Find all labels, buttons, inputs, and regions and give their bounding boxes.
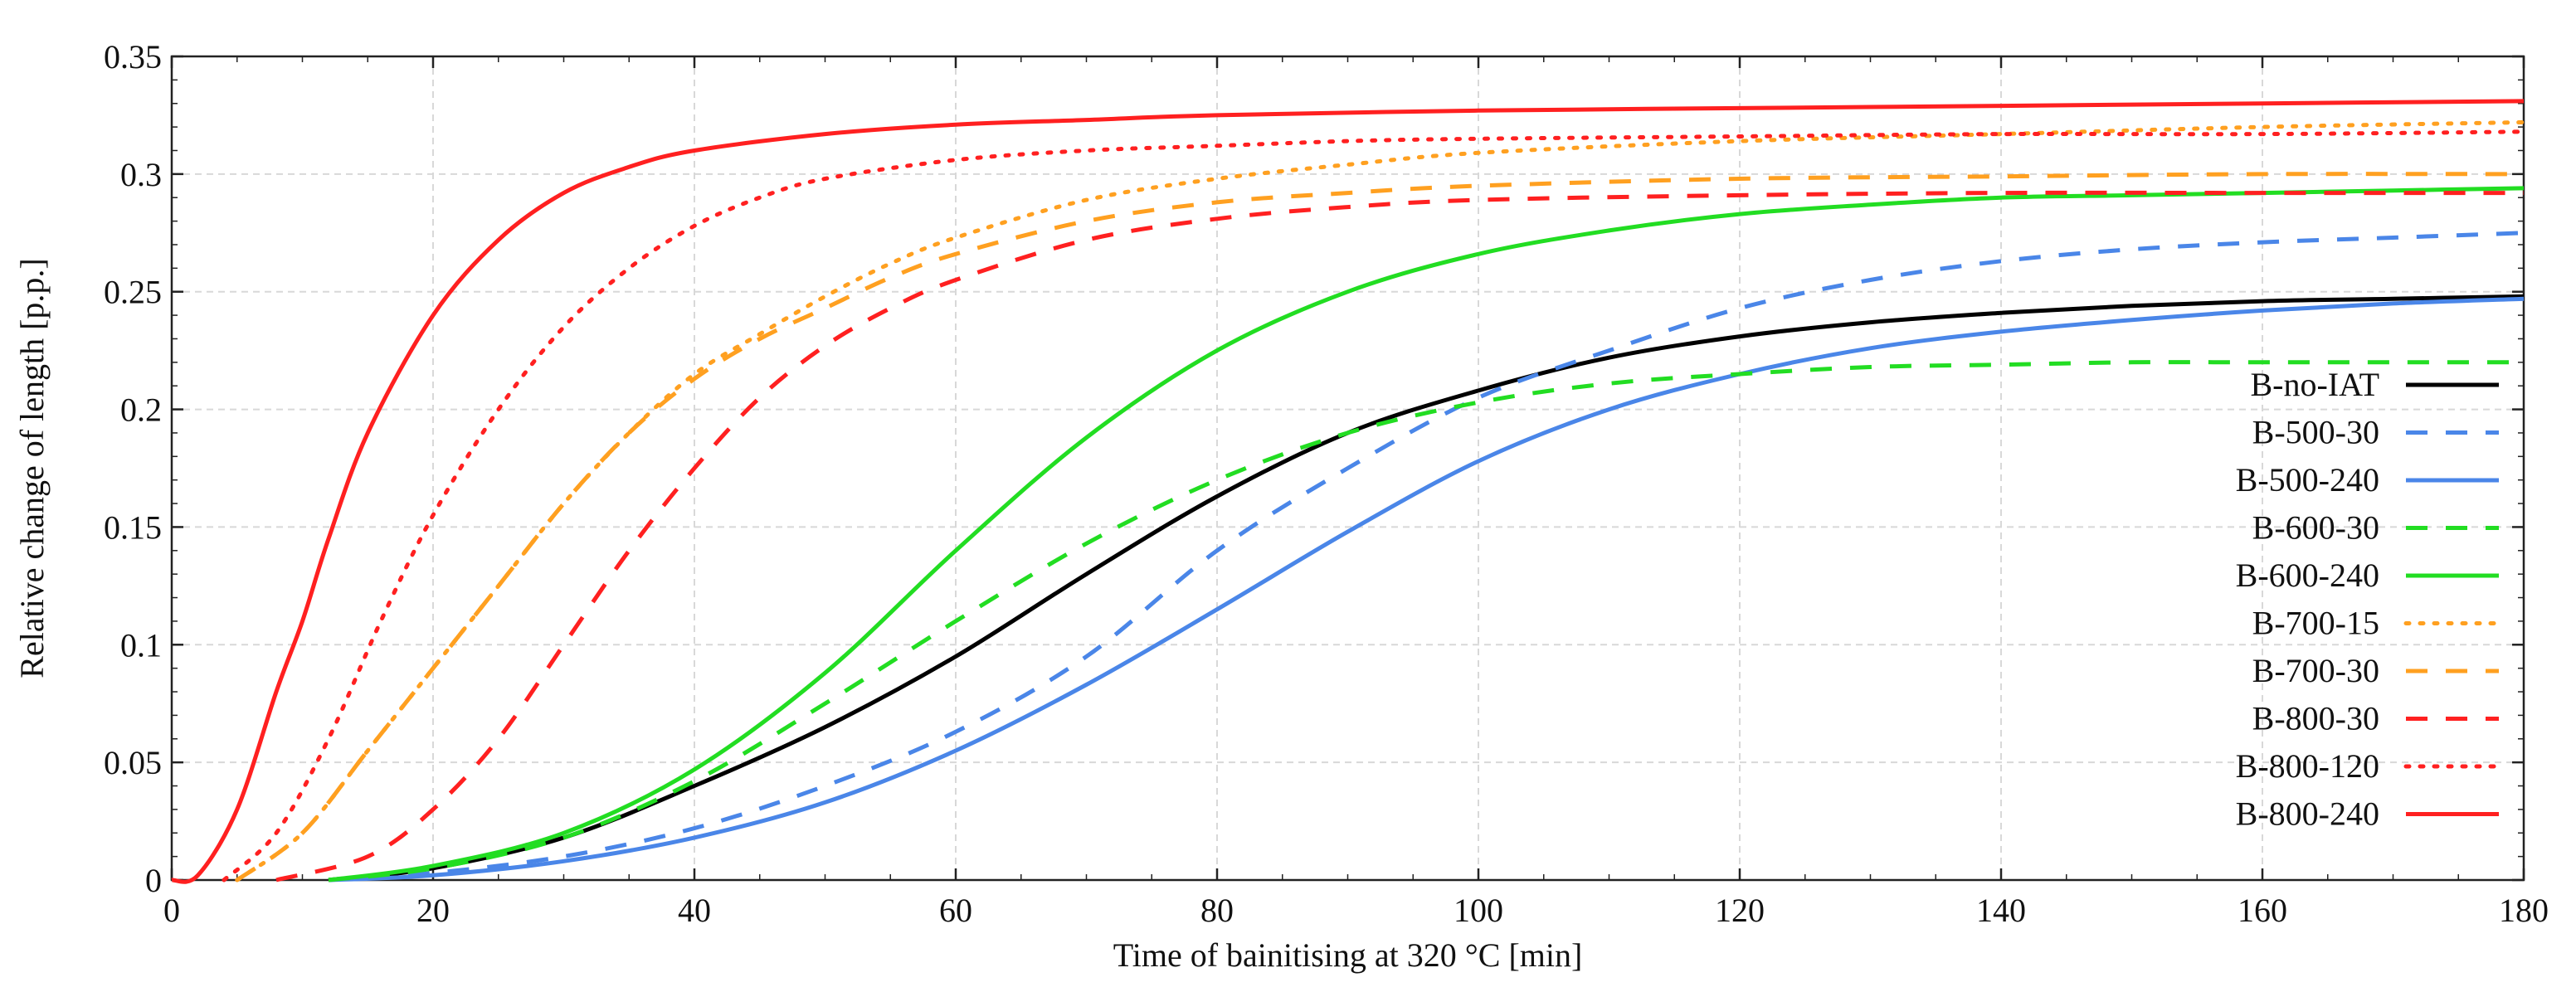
x-tick-label: 20 xyxy=(416,892,450,929)
y-tick-label: 0.35 xyxy=(104,38,162,75)
series-line-b-800-30 xyxy=(275,190,2524,883)
series-line-b-700-30 xyxy=(236,172,2525,883)
x-tick-label: 120 xyxy=(1715,892,1765,929)
x-tick-label: 80 xyxy=(1200,892,1234,929)
series-line-b-500-30 xyxy=(328,231,2525,883)
y-tick-label: 0.3 xyxy=(120,156,162,193)
legend-label-b-600-240: B-600-240 xyxy=(2236,557,2379,594)
legend-label-b-800-240: B-800-240 xyxy=(2236,795,2379,833)
legend-label-b-600-30: B-600-30 xyxy=(2252,509,2379,547)
series-line-b-500-240 xyxy=(328,296,2525,883)
series-line-b-800-120 xyxy=(222,129,2526,883)
x-tick-label: 160 xyxy=(2238,892,2287,929)
legend-label-b-800-30: B-800-30 xyxy=(2252,700,2379,737)
x-tick-label: 180 xyxy=(2499,892,2549,929)
series-line-b-700-15 xyxy=(235,119,2526,883)
x-axis-label: Time of bainitising at 320 °C [min] xyxy=(1113,936,1583,974)
y-tick-label: 0.2 xyxy=(120,391,162,429)
x-tick-label: 60 xyxy=(939,892,972,929)
tick-layer: 0 20 40 60 80 100 120 140 160 180 0 0.05 0.1 0.15 0.2 0… xyxy=(104,38,2549,929)
y-tick-label: 0.25 xyxy=(104,274,162,311)
series-line-b-800-240 xyxy=(171,99,2525,884)
y-tick-label: 0 xyxy=(145,862,162,899)
x-tick-label: 0 xyxy=(163,892,180,929)
y-tick-label: 0.05 xyxy=(104,744,162,781)
legend-label-b-800-120: B-800-120 xyxy=(2236,747,2379,785)
series-line-b-600-30 xyxy=(328,360,2524,883)
x-tick-label: 40 xyxy=(678,892,711,929)
y-tick-label: 0.1 xyxy=(120,626,162,664)
series-line-b-600-240 xyxy=(328,186,2525,883)
legend-label-b-700-15: B-700-15 xyxy=(2252,605,2379,642)
legend-label-b-no-iat: B-no-IAT xyxy=(2250,366,2379,403)
y-tick-label: 0.15 xyxy=(104,508,162,546)
legend: B-no-IAT B-500-30 B-500-240 B-600-30 B-600-2… xyxy=(2236,366,2501,833)
series-layer xyxy=(171,99,2526,884)
legend-label-b-500-240: B-500-240 xyxy=(2236,461,2379,498)
legend-label-b-700-30: B-700-30 xyxy=(2252,652,2379,689)
legend-label-b-500-30: B-500-30 xyxy=(2252,414,2379,451)
y-axis-label: Relative change of length [p.p.] xyxy=(13,258,51,678)
x-tick-label: 140 xyxy=(1976,892,2026,929)
x-tick-label: 100 xyxy=(1454,892,1503,929)
series-line-b-no-iat xyxy=(328,294,2525,883)
